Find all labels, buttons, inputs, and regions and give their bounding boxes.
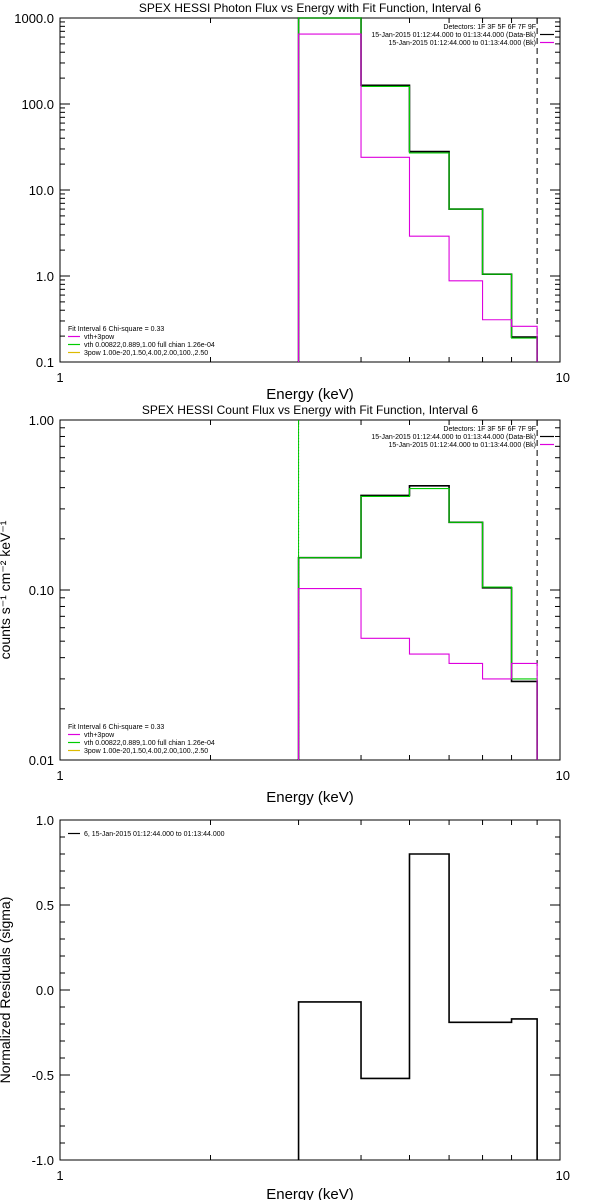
count-series-bk	[298, 587, 538, 760]
resid-x-tick-label: 1	[56, 1168, 63, 1183]
count-legend-left-text: 3pow 1.00e-20,1.50,4.00,2.00,100.,2.50	[84, 748, 208, 755]
resid-legend-left-text: 6, 15-Jan-2015 01:12:44.000 to 01:13:44.…	[84, 831, 225, 838]
photon-y-tick-label: 1.0	[36, 269, 54, 284]
photon-y-tick-label: 10.0	[29, 183, 54, 198]
photon-series-vth-3pow	[297, 17, 538, 362]
count-legend-right-text: Detectors: 1F 3F 5F 6F 7F 9F	[443, 426, 536, 433]
count-legend-right-text: 15-Jan-2015 01:12:44.000 to 01:13:44.000…	[371, 434, 536, 441]
count-legend-right-text: 15-Jan-2015 01:12:44.000 to 01:13:44.000…	[389, 442, 537, 449]
count-legend-left-text: vth 0.00822,0.889,1.00 full chian 1.26e-…	[84, 740, 215, 747]
count-x-tick-label: 1	[56, 768, 63, 783]
count-legend-left-text: vth+3pow	[84, 732, 115, 739]
resid-y-axis-label: Normalized Residuals (sigma)	[0, 897, 13, 1084]
photon-legend-right-text: 15-Jan-2015 01:12:44.000 to 01:13:44.000…	[371, 32, 536, 39]
count-y-tick-label: 1.00	[29, 413, 54, 428]
photon-legend-right-text: Detectors: 1F 3F 5F 6F 7F 9F	[443, 24, 536, 31]
photon-y-tick-label: 100.0	[21, 97, 54, 112]
photon-series-vth	[298, 17, 538, 362]
photon-title: SPEX HESSI Photon Flux vs Energy with Fi…	[139, 1, 481, 15]
resid-x-axis-label: Energy (keV)	[266, 1186, 354, 1200]
photon-legend-left-text: Fit Interval 6 Chi-square = 0.33	[68, 326, 164, 333]
count-y-tick-label: 0.10	[29, 583, 54, 598]
photon-y-tick-label: 1000.0	[14, 11, 54, 26]
count-plot-frame	[59, 419, 561, 761]
count-x-axis-label: Energy (keV)	[266, 789, 354, 806]
photon-legend-left-text: vth 0.00822,0.889,1.00 full chian 1.26e-…	[84, 342, 215, 349]
count-x-tick-label: 10	[556, 768, 570, 783]
resid-y-tick-label: -1.0	[32, 1153, 54, 1168]
count-panel: SPEX HESSI Count Flux vs Energy with Fit…	[0, 403, 570, 806]
photon-x-tick-label: 10	[556, 370, 570, 385]
photon-panel: SPEX HESSI Photon Flux vs Energy with Fi…	[14, 1, 570, 403]
resid-y-tick-label: 0.0	[36, 983, 54, 998]
photon-legend-left-text: vth+3pow	[84, 334, 115, 341]
count-legend-left-text: Fit Interval 6 Chi-square = 0.33	[68, 724, 164, 731]
count-y-axis-label: counts s⁻¹ cm⁻² keV⁻¹	[0, 520, 13, 659]
resid-y-tick-label: 0.5	[36, 898, 54, 913]
resid-y-tick-label: -0.5	[32, 1068, 54, 1083]
photon-y-tick-label: 0.1	[36, 355, 54, 370]
resid-plot-frame	[59, 819, 561, 1161]
photon-x-axis-label: Energy (keV)	[266, 386, 354, 403]
count-series-data	[297, 485, 538, 760]
resid-panel: 1 10 -1.0 -0.5 0.0 0.5 1.0 Energy (keV) Normaliz…	[0, 813, 570, 1200]
resid-x-tick-label: 10	[556, 1168, 570, 1183]
count-title: SPEX HESSI Count Flux vs Energy with Fit…	[142, 403, 478, 417]
photon-legend-right-text: 15-Jan-2015 01:12:44.000 to 01:13:44.000…	[389, 40, 537, 47]
photon-legend-left-text: 3pow 1.00e-20,1.50,4.00,2.00,100.,2.50	[84, 350, 208, 357]
resid-y-tick-label: 1.0	[36, 813, 54, 828]
photon-x-tick-label: 1	[56, 370, 63, 385]
count-series-vth	[298, 488, 538, 760]
photon-series-3pow	[298, 33, 538, 362]
photon-plot-frame	[59, 17, 561, 363]
count-y-tick-label: 0.01	[29, 753, 54, 768]
resid-series-residuals	[297, 853, 538, 1160]
